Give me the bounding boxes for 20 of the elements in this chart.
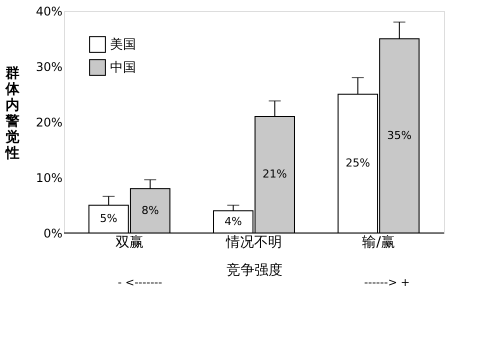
legend-label: 中国	[110, 60, 136, 76]
data-label: 4%	[224, 214, 242, 228]
y-axis-title: 群体内警觉性	[4, 66, 20, 162]
text: ------> +	[364, 276, 410, 289]
legend-label: 美国	[110, 36, 136, 52]
data-label: 21%	[262, 168, 287, 181]
y-tick-label: 30%	[36, 60, 62, 74]
x-axis-title: 竞争强度	[226, 262, 282, 278]
text: - <-------	[118, 276, 162, 289]
data-label: 8%	[141, 204, 159, 217]
y-tick-label: 0%	[43, 226, 62, 240]
x-tick-label: 输/赢	[362, 234, 395, 250]
y-tick-label: 10%	[36, 171, 62, 185]
data-label: 25%	[346, 156, 370, 170]
x-tick-label: 双赢	[115, 234, 144, 250]
y-tick-label: 40%	[36, 4, 62, 18]
data-label: 35%	[387, 128, 412, 142]
data-label: 5%	[100, 212, 118, 226]
x-tick-label: 情况不明	[225, 234, 282, 250]
y-tick-label: 20%	[36, 116, 62, 130]
